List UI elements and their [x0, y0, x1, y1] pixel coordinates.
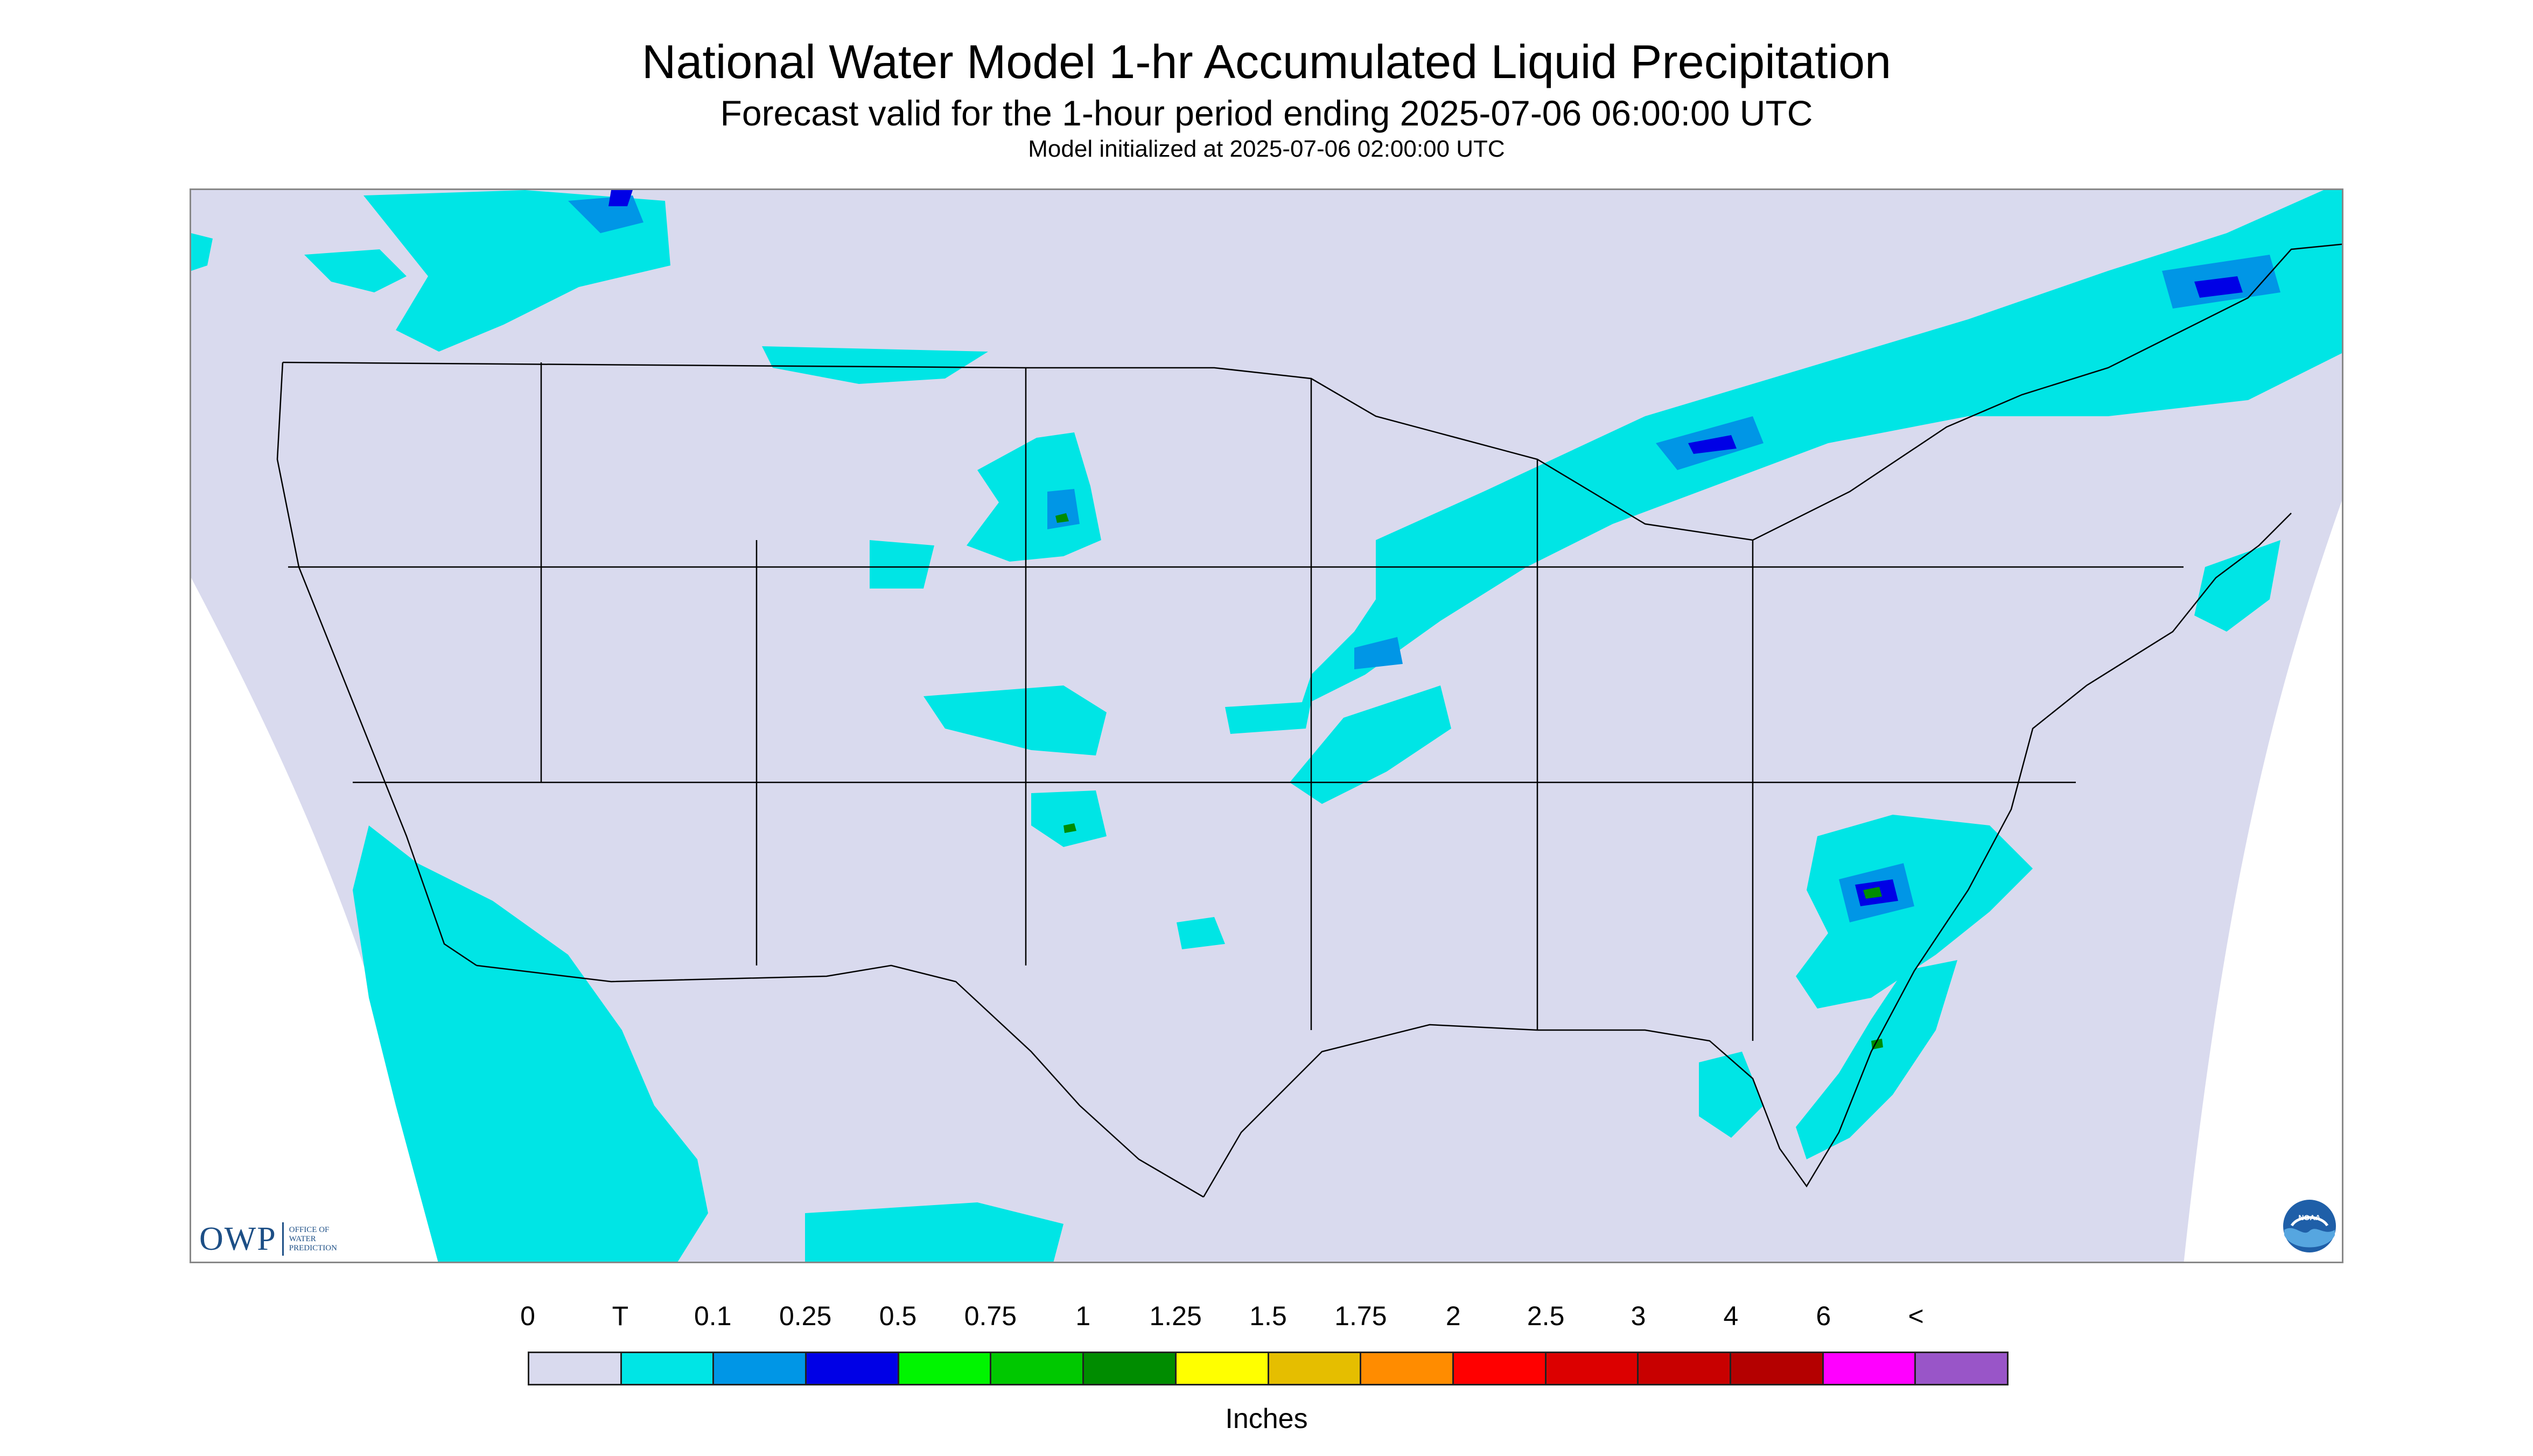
legend-swatch — [529, 1353, 622, 1384]
precip-area-bc-interior — [304, 249, 407, 292]
legend-swatch — [1731, 1353, 1824, 1384]
precip-area-great-lakes-band — [1300, 190, 2342, 707]
legend-label: 3 — [1631, 1301, 1646, 1331]
precip-intense-ok — [1063, 823, 1076, 833]
model-init-line: Model initialized at 2025-07-06 02:00:00… — [1028, 136, 1505, 162]
precip-area-northeast-coast — [2194, 540, 2280, 632]
legend-swatch — [1269, 1353, 1362, 1384]
precip-area-se-atlantic — [1796, 960, 1957, 1159]
precip-area-ms-valley — [1290, 685, 1451, 804]
legend-swatch — [807, 1353, 899, 1384]
map-title: National Water Model 1-hr Accumulated Li… — [641, 35, 1892, 88]
precip-area-sk-border — [762, 346, 988, 384]
legend-swatch — [1084, 1353, 1177, 1384]
svg-text:NOAA: NOAA — [2298, 1213, 2320, 1222]
legend-label: 0.75 — [964, 1301, 1017, 1331]
precipitation-map[interactable] — [190, 188, 2343, 1263]
legend-color-bar — [528, 1352, 2009, 1385]
precip-area-nw-canada — [363, 190, 670, 352]
precip-cell-nd — [1047, 489, 1080, 529]
us-mexico-border — [476, 964, 1204, 1198]
precip-area-wy — [870, 540, 934, 589]
legend-swatch — [1361, 1353, 1454, 1384]
legend-swatch — [991, 1353, 1084, 1384]
precip-core-canada-west — [608, 190, 633, 206]
precip-heavy-areas — [608, 190, 2243, 906]
legend-swatch — [1639, 1353, 1731, 1384]
legend-swatch — [899, 1353, 992, 1384]
legend-label: 2.5 — [1527, 1301, 1565, 1331]
legend-swatch — [714, 1353, 807, 1384]
precip-cell-ia — [1354, 637, 1403, 669]
owp-logo-subtext: OFFICE OF WATER PREDICTION — [289, 1225, 337, 1252]
legend-swatch — [1546, 1353, 1639, 1384]
legend-swatch — [1176, 1353, 1269, 1384]
pacific-coast — [276, 362, 477, 967]
legend-label: 6 — [1816, 1301, 1831, 1331]
legend-swatch — [621, 1353, 715, 1384]
precip-area-nd-sd — [967, 432, 1101, 562]
political-borders — [276, 243, 2342, 1198]
map-subtitle: Forecast valid for the 1-hour period end… — [720, 93, 1813, 133]
legend-label: < — [1908, 1301, 1924, 1331]
gulf-coast — [1202, 513, 2292, 1198]
precip-area-ks-mo — [1225, 702, 1311, 734]
legend-label: 4 — [1723, 1301, 1739, 1331]
legend-swatch — [1916, 1353, 2007, 1384]
precip-intense-nd — [1055, 513, 1069, 523]
legend-label: 0.1 — [694, 1301, 732, 1331]
legend-label: 0.5 — [879, 1301, 917, 1331]
legend-label: 1 — [1075, 1301, 1091, 1331]
precip-area-ok — [1031, 790, 1107, 847]
legend-label: 1.5 — [1249, 1301, 1287, 1331]
precipitation-legend: 0 T 0.1 0.25 0.5 0.75 1 1.25 1.5 1.75 2 2.5 3 4 6 < — [520, 1300, 2009, 1392]
precip-core-quebec — [2194, 276, 2243, 298]
noaa-logo: NOAA — [2283, 1200, 2336, 1252]
legend-label: T — [612, 1301, 629, 1331]
legend-units: Inches — [1225, 1403, 1308, 1434]
precip-core-ontario — [1688, 435, 1737, 454]
owp-logo: OWP OFFICE OF WATER PREDICTION — [199, 1220, 337, 1258]
legend-label: 1.75 — [1334, 1301, 1387, 1331]
precip-intense-cores — [1055, 513, 1883, 1049]
precip-intense-carolinas — [1863, 887, 1882, 899]
legend-label: 1.25 — [1149, 1301, 1202, 1331]
legend-label: 2 — [1445, 1301, 1461, 1331]
precip-area-co-ks — [923, 685, 1107, 755]
legend-label: 0 — [520, 1301, 535, 1331]
owp-logo-divider — [282, 1222, 284, 1256]
precip-area-carolinas — [1796, 815, 2033, 1009]
precip-area-wa-coast — [191, 233, 213, 271]
legend-swatch — [1823, 1353, 1916, 1384]
owp-logo-mark: OWP — [199, 1220, 277, 1257]
legend-swatch — [1453, 1353, 1547, 1384]
precip-area-tx-small — [1177, 917, 1225, 949]
legend-label: 0.25 — [779, 1301, 832, 1331]
precip-area-mexico-south — [805, 1202, 1063, 1262]
